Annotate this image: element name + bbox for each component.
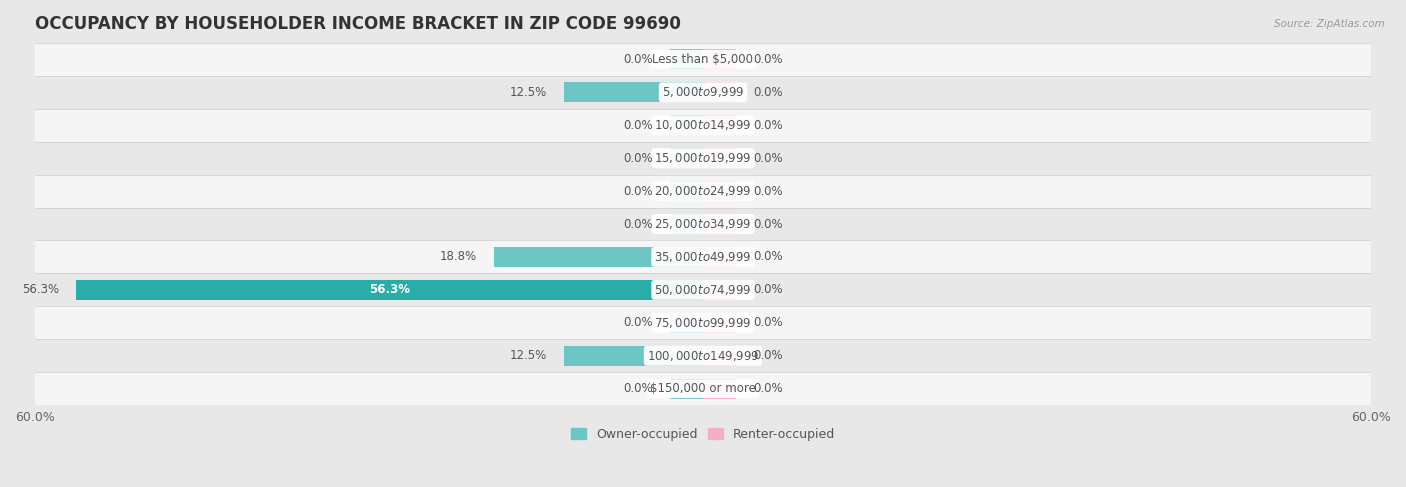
Text: 56.3%: 56.3% — [22, 283, 59, 297]
Bar — [35, 175, 1371, 207]
Bar — [669, 115, 703, 135]
Bar — [35, 76, 1371, 109]
Text: 0.0%: 0.0% — [754, 349, 783, 362]
Text: $35,000 to $49,999: $35,000 to $49,999 — [654, 250, 752, 264]
Bar — [703, 247, 737, 267]
Bar — [703, 181, 737, 201]
Bar — [669, 50, 703, 69]
Bar — [669, 313, 703, 333]
Text: 0.0%: 0.0% — [754, 382, 783, 395]
Bar — [35, 109, 1371, 142]
Text: 0.0%: 0.0% — [754, 151, 783, 165]
Text: $75,000 to $99,999: $75,000 to $99,999 — [654, 316, 752, 330]
Text: 0.0%: 0.0% — [754, 53, 783, 66]
Bar — [76, 280, 703, 300]
Text: 0.0%: 0.0% — [623, 151, 652, 165]
Bar — [35, 273, 1371, 306]
Bar — [669, 214, 703, 234]
Text: $100,000 to $149,999: $100,000 to $149,999 — [647, 349, 759, 363]
Text: 0.0%: 0.0% — [754, 218, 783, 230]
Text: 0.0%: 0.0% — [623, 53, 652, 66]
Bar — [35, 241, 1371, 273]
Bar — [703, 82, 737, 102]
Text: 0.0%: 0.0% — [754, 317, 783, 329]
Text: 0.0%: 0.0% — [623, 382, 652, 395]
Bar — [703, 50, 737, 69]
Bar — [35, 339, 1371, 372]
Text: $10,000 to $14,999: $10,000 to $14,999 — [654, 118, 752, 132]
Bar — [669, 181, 703, 201]
Text: 0.0%: 0.0% — [754, 86, 783, 99]
Bar — [35, 306, 1371, 339]
Bar — [564, 346, 703, 366]
Text: 0.0%: 0.0% — [754, 250, 783, 263]
Bar — [669, 379, 703, 398]
Bar — [35, 372, 1371, 405]
Bar — [703, 214, 737, 234]
Bar — [703, 313, 737, 333]
Bar — [35, 43, 1371, 76]
Text: 0.0%: 0.0% — [623, 218, 652, 230]
Bar — [669, 148, 703, 168]
Text: 12.5%: 12.5% — [510, 86, 547, 99]
Bar — [703, 280, 737, 300]
Bar — [564, 82, 703, 102]
Bar — [494, 247, 703, 267]
Bar — [703, 115, 737, 135]
Bar — [703, 346, 737, 366]
Text: 18.8%: 18.8% — [440, 250, 477, 263]
Text: $25,000 to $34,999: $25,000 to $34,999 — [654, 217, 752, 231]
Bar — [35, 142, 1371, 175]
Text: $150,000 or more: $150,000 or more — [650, 382, 756, 395]
Text: 56.3%: 56.3% — [368, 283, 411, 297]
Text: 0.0%: 0.0% — [623, 185, 652, 198]
Text: 12.5%: 12.5% — [510, 349, 547, 362]
Text: $50,000 to $74,999: $50,000 to $74,999 — [654, 283, 752, 297]
Bar — [703, 148, 737, 168]
Text: 0.0%: 0.0% — [623, 317, 652, 329]
Text: $5,000 to $9,999: $5,000 to $9,999 — [662, 85, 744, 99]
Text: $20,000 to $24,999: $20,000 to $24,999 — [654, 184, 752, 198]
Text: Less than $5,000: Less than $5,000 — [652, 53, 754, 66]
Text: 0.0%: 0.0% — [754, 119, 783, 131]
Text: 0.0%: 0.0% — [623, 119, 652, 131]
Bar — [703, 379, 737, 398]
Text: $15,000 to $19,999: $15,000 to $19,999 — [654, 151, 752, 165]
Legend: Owner-occupied, Renter-occupied: Owner-occupied, Renter-occupied — [567, 423, 839, 446]
Text: OCCUPANCY BY HOUSEHOLDER INCOME BRACKET IN ZIP CODE 99690: OCCUPANCY BY HOUSEHOLDER INCOME BRACKET … — [35, 15, 681, 33]
Text: Source: ZipAtlas.com: Source: ZipAtlas.com — [1274, 19, 1385, 30]
Text: 0.0%: 0.0% — [754, 283, 783, 297]
Text: 0.0%: 0.0% — [754, 185, 783, 198]
Bar — [35, 207, 1371, 241]
